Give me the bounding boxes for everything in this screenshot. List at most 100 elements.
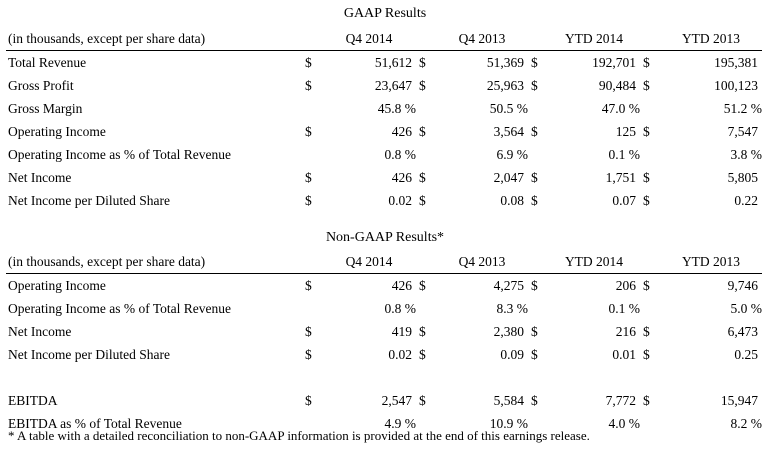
cell-value: 216 <box>615 323 636 339</box>
cell-value: 426 <box>391 123 412 139</box>
cell-value: 7,547 <box>727 123 758 139</box>
cell-value: 192,701 <box>592 54 636 70</box>
cell-value: 0.07 <box>612 192 636 208</box>
table-row: Gross Margin 45.8 % 50.5 % 47.0 % 51.2 % <box>6 97 762 120</box>
currency-symbol <box>640 97 660 120</box>
table-row: Total Revenue $51,612 $51,369 $192,701 $195,… <box>6 51 762 75</box>
currency-symbol <box>416 143 436 166</box>
cell-value: 4.9 % <box>384 415 417 431</box>
table-row: Net Income per Diluted Share $0.02 $0.09 $0… <box>6 343 762 366</box>
currency-symbol: $ <box>531 392 538 408</box>
currency-symbol: $ <box>643 123 650 139</box>
cell-value: 90,484 <box>598 77 636 93</box>
cell-value: 8.2 % <box>730 415 763 431</box>
cell-value: 9,746 <box>727 277 758 293</box>
cell-value: 7,772 <box>605 392 636 408</box>
currency-symbol: $ <box>531 346 538 362</box>
gaap-col-ytd-2014: YTD 2014 <box>548 28 640 51</box>
currency-symbol: $ <box>305 346 312 362</box>
gaap-header-label: (in thousands, except per share data) <box>6 28 302 51</box>
cell-value: 8.3 % <box>496 300 529 316</box>
currency-symbol <box>640 297 660 320</box>
cell-value: 2,380 <box>493 323 524 339</box>
row-label: Operating Income as % of Total Revenue <box>8 300 231 316</box>
row-label: Gross Margin <box>8 100 83 116</box>
cell-value: 47.0 % <box>601 100 640 116</box>
cell-value: 2,547 <box>381 392 412 408</box>
cell-value: 0.8 % <box>384 300 417 316</box>
table-row: Operating Income as % of Total Revenue 0.… <box>6 297 762 320</box>
currency-symbol <box>528 297 548 320</box>
currency-symbol: $ <box>643 169 650 185</box>
currency-symbol <box>302 97 322 120</box>
currency-symbol: $ <box>643 392 650 408</box>
currency-symbol: $ <box>305 77 312 93</box>
row-label: Gross Profit <box>8 77 74 93</box>
nongaap-col-q4-2013: Q4 2013 <box>436 251 528 274</box>
currency-symbol <box>302 297 322 320</box>
cell-value: 426 <box>391 169 412 185</box>
currency-symbol: $ <box>643 346 650 362</box>
currency-symbol: $ <box>419 192 426 208</box>
cell-value: 3.8 % <box>730 146 763 162</box>
nongaap-header-row: (in thousands, except per share data) Q4… <box>6 251 762 274</box>
currency-symbol: $ <box>419 123 426 139</box>
cell-value: 0.1 % <box>608 146 641 162</box>
table-row: Operating Income $426 $4,275 $206 $9,746 <box>6 274 762 298</box>
currency-symbol: $ <box>419 169 426 185</box>
currency-symbol: $ <box>305 392 312 408</box>
currency-symbol: $ <box>531 123 538 139</box>
gaap-col-q4-2014: Q4 2014 <box>322 28 416 51</box>
cell-value: 100,123 <box>714 77 758 93</box>
currency-symbol: $ <box>305 123 312 139</box>
cell-value: 195,381 <box>714 54 758 70</box>
row-label: Operating Income as % of Total Revenue <box>8 146 231 162</box>
cell-value: 6.9 % <box>496 146 529 162</box>
cell-value: 51,369 <box>486 54 524 70</box>
cell-value: 0.8 % <box>384 146 417 162</box>
row-label: Total Revenue <box>8 54 87 70</box>
currency-symbol: $ <box>643 54 650 70</box>
currency-symbol: $ <box>531 54 538 70</box>
currency-symbol: $ <box>419 392 426 408</box>
currency-symbol: $ <box>643 277 650 293</box>
row-label: Operating Income <box>8 123 106 139</box>
cell-value: 23,647 <box>374 77 412 93</box>
cell-value: 3,564 <box>493 123 524 139</box>
row-label: Operating Income <box>8 277 106 293</box>
nongaap-header-label: (in thousands, except per share data) <box>6 251 302 274</box>
cell-value: 10.9 % <box>489 415 528 431</box>
table-row: Operating Income as % of Total Revenue 0.… <box>6 143 762 166</box>
currency-symbol: $ <box>419 346 426 362</box>
row-label: Net Income <box>8 323 72 339</box>
cell-value: 25,963 <box>486 77 524 93</box>
currency-symbol: $ <box>305 169 312 185</box>
spacer-row <box>6 366 762 389</box>
currency-symbol: $ <box>643 77 650 93</box>
table-row: Net Income per Diluted Share $0.02 $0.08 $0… <box>6 189 762 212</box>
gaap-header-row: (in thousands, except per share data) Q4… <box>6 28 762 51</box>
cell-value: 51,612 <box>374 54 412 70</box>
currency-symbol: $ <box>531 277 538 293</box>
cell-value: 426 <box>391 277 412 293</box>
cell-value: 2,047 <box>493 169 524 185</box>
currency-symbol: $ <box>643 192 650 208</box>
gaap-col-ytd-2013: YTD 2013 <box>660 28 762 51</box>
row-label: Net Income per Diluted Share <box>8 346 170 362</box>
currency-symbol <box>640 412 660 435</box>
currency-symbol <box>416 297 436 320</box>
currency-symbol: $ <box>419 323 426 339</box>
nongaap-results-table: (in thousands, except per share data) Q4… <box>6 251 762 435</box>
currency-symbol <box>528 97 548 120</box>
table-row: Net Income $426 $2,047 $1,751 $5,805 <box>6 166 762 189</box>
currency-symbol: $ <box>419 277 426 293</box>
nongaap-col-q4-2014: Q4 2014 <box>322 251 416 274</box>
currency-symbol: $ <box>305 277 312 293</box>
footnote: * A table with a detailed reconciliation… <box>8 428 590 443</box>
cell-value: 0.25 <box>734 346 758 362</box>
row-label: Net Income <box>8 169 72 185</box>
currency-symbol <box>302 143 322 166</box>
cell-value: 419 <box>391 323 412 339</box>
cell-value: 206 <box>615 277 636 293</box>
